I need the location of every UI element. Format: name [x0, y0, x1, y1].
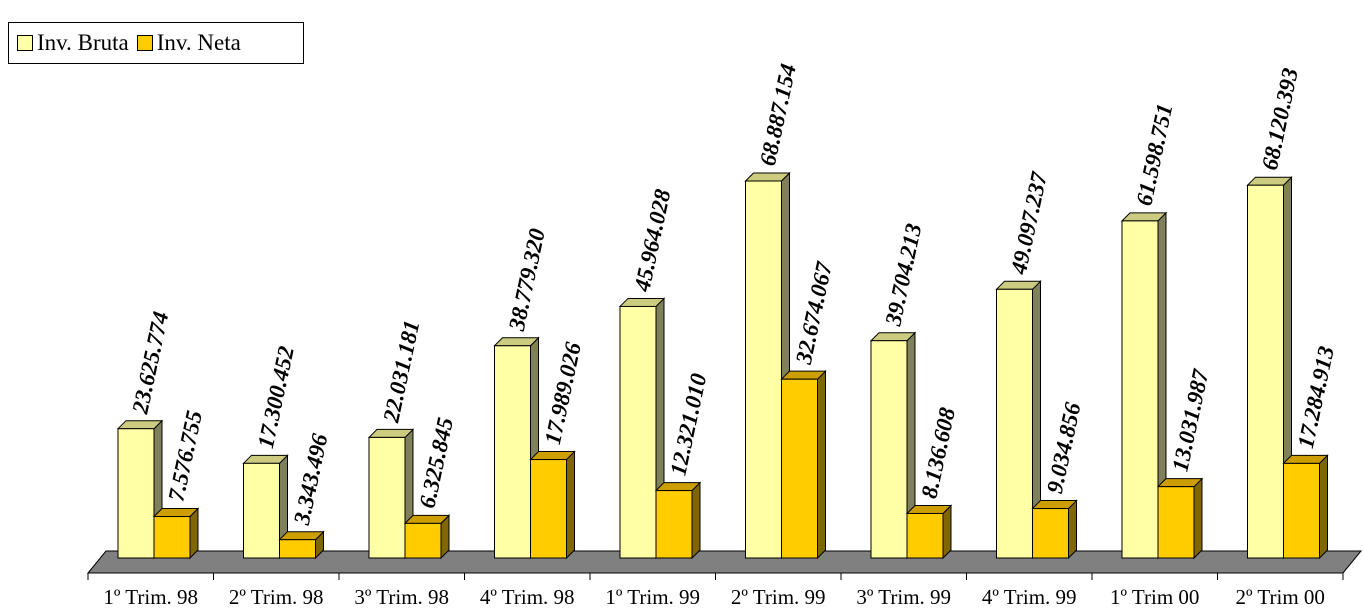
bar-top-inv-bruta — [493, 337, 540, 347]
bar-inv-bruta — [117, 428, 155, 559]
bar-top-inv-bruta — [367, 428, 415, 438]
x-tick-label: 2º Trim. 98 — [229, 585, 324, 609]
bar-top-inv-bruta — [1120, 212, 1168, 222]
legend-label-inv-bruta: Inv. Bruta — [37, 30, 129, 55]
data-label-inv-neta: 13.031.987 — [1167, 366, 1213, 474]
legend-swatch-inv-neta — [136, 35, 153, 51]
data-label-inv-neta: 3.343.496 — [289, 431, 333, 528]
data-label-inv-neta: 6.325.845 — [414, 415, 458, 510]
legend-swatch-inv-bruta — [17, 35, 33, 51]
data-label-inv-neta: 17.284.913 — [1293, 344, 1339, 450]
data-label-inv-bruta: 22.031.181 — [378, 318, 424, 425]
bar-inv-neta — [781, 378, 818, 559]
bar-inv-neta — [906, 512, 944, 559]
bar-inv-bruta — [619, 305, 657, 559]
bar-inv-neta — [1032, 508, 1069, 559]
bar-inv-neta — [1283, 462, 1320, 559]
x-axis: 1º Trim. 98 2º Trim. 98 3º Trim. 98 4º Trim… — [87, 572, 1344, 609]
bar-inv-neta — [153, 516, 191, 559]
data-label-inv-neta: 17.989.026 — [540, 340, 586, 447]
bar-top-inv-bruta — [744, 172, 791, 182]
bar-top-inv-bruta — [116, 420, 164, 430]
bar-top-inv-bruta — [1246, 176, 1293, 186]
bar-top-inv-bruta — [995, 280, 1042, 290]
bar-inv-neta — [279, 539, 316, 559]
legend: Inv. Bruta Inv. Neta — [8, 22, 304, 64]
bar-top-inv-neta — [1282, 454, 1329, 464]
x-tick-label: 3º Trim. 98 — [354, 585, 449, 609]
bar-inv-bruta — [494, 345, 531, 559]
bar-inv-bruta — [243, 462, 280, 559]
x-tick-label: 1º Trim 00 — [1110, 585, 1199, 609]
data-label-inv-bruta: 61.598.751 — [1131, 101, 1177, 207]
bar-top-inv-bruta — [242, 454, 289, 464]
bar-top-inv-neta — [905, 504, 953, 514]
bar-top-inv-neta — [780, 370, 827, 380]
bar-inv-neta — [655, 490, 693, 559]
bar-top-inv-neta — [278, 531, 325, 541]
x-tick-label: 1º Trim. 99 — [605, 585, 700, 609]
bar-side-inv-neta — [691, 481, 701, 560]
bar-side-inv-neta — [566, 450, 575, 560]
x-tick-label: 4º Trim. 98 — [480, 585, 575, 609]
bar-inv-bruta — [745, 180, 782, 559]
bar-inv-bruta — [996, 288, 1033, 559]
data-label-inv-bruta: 23.625.774 — [127, 309, 173, 416]
bar-top-inv-neta — [152, 508, 200, 518]
bar-side-inv-neta — [1068, 499, 1077, 560]
data-label-inv-bruta: 68.887.154 — [755, 62, 801, 168]
data-label-inv-bruta: 39.704.213 — [880, 221, 926, 328]
data-label-inv-neta: 12.321.010 — [665, 371, 711, 478]
bar-inv-bruta — [870, 340, 908, 559]
data-label-inv-neta: 7.576.755 — [163, 408, 207, 503]
data-label-inv-bruta: 49.097.237 — [1006, 168, 1052, 277]
bar-side-inv-neta — [942, 504, 952, 560]
data-label-inv-neta: 9.034.856 — [1042, 400, 1086, 496]
bar-top-inv-bruta — [869, 332, 917, 342]
bar-top-inv-neta — [1031, 500, 1078, 510]
bar-inv-neta — [404, 522, 442, 559]
data-label-inv-neta: 32.674.067 — [791, 258, 837, 367]
legend-label-inv-neta: Inv. Neta — [156, 30, 241, 55]
bar-inv-bruta — [368, 436, 406, 559]
data-label-inv-bruta: 45.964.028 — [629, 187, 675, 295]
x-tick-label: 2º Trim 00 — [1236, 585, 1325, 609]
legend-item-inv-bruta: Inv. Bruta — [17, 30, 129, 56]
x-tick-label: 1º Trim. 98 — [103, 585, 198, 609]
data-label-inv-bruta: 17.300.452 — [253, 344, 299, 450]
bar-side-inv-neta — [1319, 454, 1328, 560]
bar-inv-neta — [530, 459, 567, 559]
bar-inv-bruta — [1247, 184, 1284, 559]
data-label-inv-neta: 8.136.608 — [916, 405, 960, 501]
bar-top-inv-neta — [529, 451, 576, 461]
data-label-inv-bruta: 38.779.320 — [504, 226, 550, 334]
bar-top-inv-neta — [654, 482, 702, 492]
bar-inv-bruta — [1121, 220, 1159, 559]
bar-side-inv-neta — [1193, 477, 1203, 560]
x-tick-label: 2º Trim. 99 — [731, 585, 826, 609]
bar-top-inv-neta — [1156, 478, 1204, 488]
x-tick-label: 4º Trim. 99 — [982, 585, 1077, 609]
data-label-inv-bruta: 68.120.393 — [1257, 66, 1303, 172]
bar-inv-neta — [1157, 486, 1195, 559]
bar-top-inv-bruta — [618, 297, 666, 307]
bar-top-inv-neta — [403, 514, 451, 524]
bar-side-inv-neta — [817, 369, 826, 560]
bar-group — [116, 171, 1329, 560]
legend-item-inv-neta: Inv. Neta — [136, 30, 241, 56]
x-tick-label: 3º Trim. 99 — [856, 585, 951, 609]
